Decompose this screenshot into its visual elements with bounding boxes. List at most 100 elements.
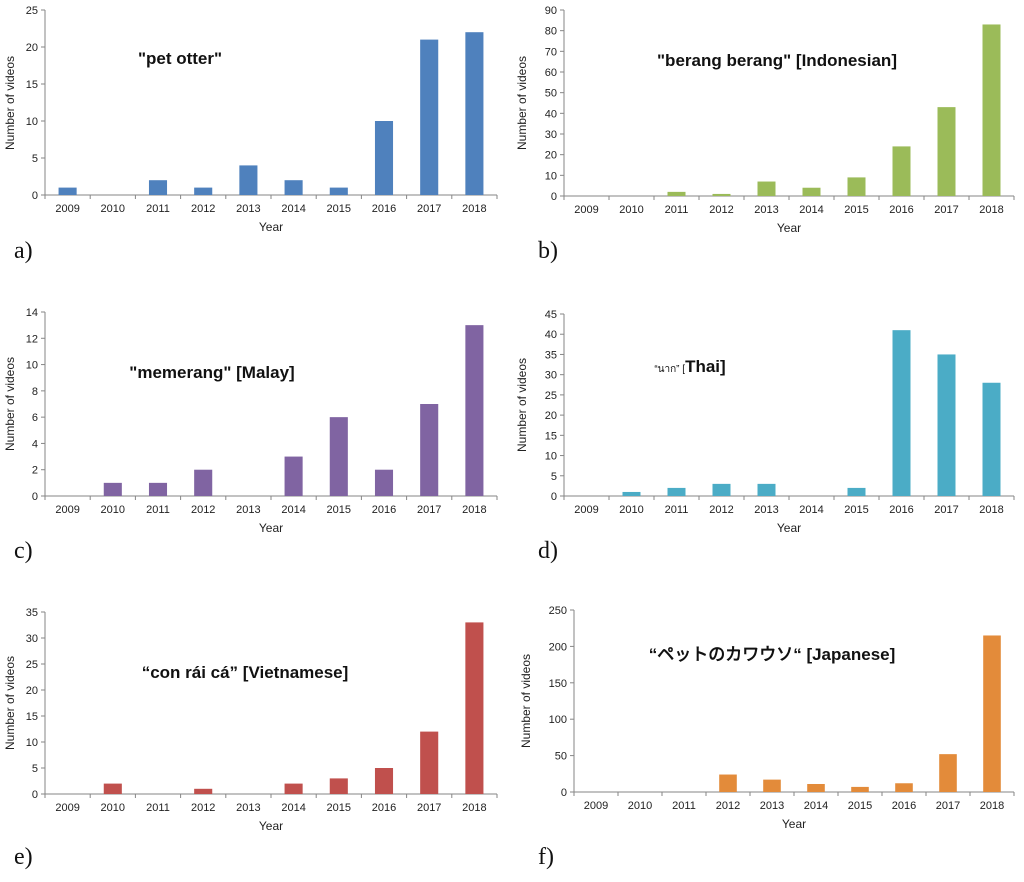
bar-2015 xyxy=(851,786,869,792)
x-tick-label: 2016 xyxy=(372,802,396,814)
x-tick-label: 2011 xyxy=(146,802,170,814)
chart-panel-f: 0 50 100 150 200 250 2009 2010 2011 2012 2013 2014 2… xyxy=(512,600,1024,882)
bar-2012 xyxy=(712,483,731,496)
y-tick-label: 6 xyxy=(32,412,38,424)
y-tick-label: 0 xyxy=(561,787,567,799)
x-tick-label: 2011 xyxy=(665,504,689,516)
x-tick-label: 2016 xyxy=(889,204,913,216)
bar-chart-svg: 0 2 4 6 8 10 12 14 2009 2010 2011 2012 2013 2014 2015 2… xyxy=(3,307,498,535)
y-tick-label: 60 xyxy=(545,67,557,79)
chart-title: “con rái cá” [Vietnamese] xyxy=(142,663,349,682)
bar-chart-svg: 0 5 10 15 20 25 30 35 40 45 2009 2010 2011 2012 2013 20… xyxy=(515,309,1015,535)
y-tick-label: 20 xyxy=(26,42,38,54)
bar-2012 xyxy=(194,788,213,794)
x-tick-label: 2017 xyxy=(417,802,441,814)
x-tick-label: 2014 xyxy=(799,504,823,516)
x-tick-label: 2010 xyxy=(101,802,125,814)
panel-label-c: c) xyxy=(14,538,33,564)
x-axis-title: Year xyxy=(782,817,806,831)
x-tick-label: 2017 xyxy=(417,504,441,516)
bar-2015 xyxy=(329,417,348,496)
panel-label-e: e) xyxy=(14,844,33,870)
bar-2015 xyxy=(847,177,866,196)
bar-2015 xyxy=(329,187,348,195)
x-tick-label: 2012 xyxy=(716,800,740,812)
bar-2011 xyxy=(667,191,686,196)
bar-2018 xyxy=(465,622,484,794)
x-tick-label: 2017 xyxy=(417,203,441,215)
bar-2009 xyxy=(58,187,77,195)
y-tick-label: 2 xyxy=(32,465,38,477)
y-tick-label: 15 xyxy=(26,79,38,91)
x-tick-label: 2013 xyxy=(754,504,778,516)
x-tick-label: 2011 xyxy=(146,504,170,516)
y-tick-label: 0 xyxy=(551,491,557,503)
bar-2016 xyxy=(374,768,394,794)
x-tick-label: 2015 xyxy=(844,504,868,516)
x-tick-label: 2018 xyxy=(980,800,1004,812)
chart-panel-b: 0 10 20 30 40 50 60 70 80 90 2009 2010 2011 2012 2013 2… xyxy=(512,0,1024,280)
chart-title: "memerang" [Malay] xyxy=(129,363,294,382)
chart-panel-c: 0 2 4 6 8 10 12 14 2009 2010 2011 2012 2013 2014 2015 2… xyxy=(0,300,500,580)
bar-2013 xyxy=(239,165,258,195)
bar-2012 xyxy=(712,193,731,196)
x-tick-label: 2013 xyxy=(236,504,260,516)
y-tick-label: 50 xyxy=(555,751,567,763)
y-tick-label: 70 xyxy=(545,46,557,58)
x-tick-label: 2012 xyxy=(709,504,733,516)
bar-2016 xyxy=(892,330,911,496)
x-tick-label: 2013 xyxy=(754,204,778,216)
y-tick-label: 15 xyxy=(545,430,557,442)
x-tick-label: 2013 xyxy=(236,802,260,814)
bar-2017 xyxy=(420,39,439,195)
y-tick-label: 0 xyxy=(32,491,38,503)
x-tick-label: 2018 xyxy=(462,504,486,516)
y-tick-label: 50 xyxy=(545,88,557,100)
chart-title: "berang berang" [Indonesian] xyxy=(657,51,897,70)
bar-2015 xyxy=(329,778,348,794)
y-axis-title: Number of videos xyxy=(3,656,17,750)
y-tick-label: 80 xyxy=(545,26,557,38)
panel-label-d: d) xyxy=(538,538,558,564)
bar-2017 xyxy=(420,731,439,794)
bar-2014 xyxy=(284,180,303,195)
chart-panel-e: 0 5 10 15 20 25 30 35 2009 2010 2011 2012 2013 2014 20… xyxy=(0,600,500,882)
x-tick-label: 2013 xyxy=(236,203,260,215)
bar-2016 xyxy=(895,783,913,792)
y-tick-label: 15 xyxy=(26,711,38,723)
x-tick-label: 2014 xyxy=(281,203,305,215)
x-tick-label: 2009 xyxy=(574,504,598,516)
bar-2010 xyxy=(103,482,122,496)
x-tick-label: 2012 xyxy=(191,504,215,516)
bar-2011 xyxy=(148,180,168,195)
panel-label-a: a) xyxy=(14,238,33,264)
y-tick-label: 8 xyxy=(32,386,38,398)
x-tick-label: 2018 xyxy=(979,504,1003,516)
y-tick-label: 200 xyxy=(549,641,567,653)
y-tick-label: 90 xyxy=(545,5,557,17)
y-tick-label: 10 xyxy=(545,170,557,182)
x-tick-label: 2012 xyxy=(191,802,215,814)
y-tick-label: 0 xyxy=(32,789,38,801)
bar-chart-svg: 0 5 10 15 20 25 30 35 2009 2010 2011 2012 2013 2014 20… xyxy=(3,607,498,833)
bar-chart-svg: 0 10 20 30 40 50 60 70 80 90 2009 2010 2011 2012 2013 2… xyxy=(515,5,1015,235)
y-tick-label: 20 xyxy=(26,685,38,697)
x-tick-label: 2015 xyxy=(844,204,868,216)
bar-2018 xyxy=(982,382,1001,496)
bar-2012 xyxy=(194,469,213,496)
x-tick-label: 2015 xyxy=(848,800,872,812)
x-tick-label: 2010 xyxy=(619,204,643,216)
bar-2018 xyxy=(982,24,1001,196)
x-tick-label: 2011 xyxy=(672,800,696,812)
y-tick-label: 30 xyxy=(545,370,557,382)
panel-label-f: f) xyxy=(538,844,554,870)
x-tick-label: 2015 xyxy=(327,802,351,814)
x-tick-label: 2016 xyxy=(889,504,913,516)
y-tick-label: 5 xyxy=(32,763,38,775)
y-tick-label: 5 xyxy=(32,153,38,165)
x-tick-label: 2012 xyxy=(709,204,733,216)
bar-2014 xyxy=(802,187,821,196)
y-tick-label: 10 xyxy=(26,360,38,372)
y-tick-label: 25 xyxy=(545,390,557,402)
y-tick-label: 25 xyxy=(26,5,38,17)
